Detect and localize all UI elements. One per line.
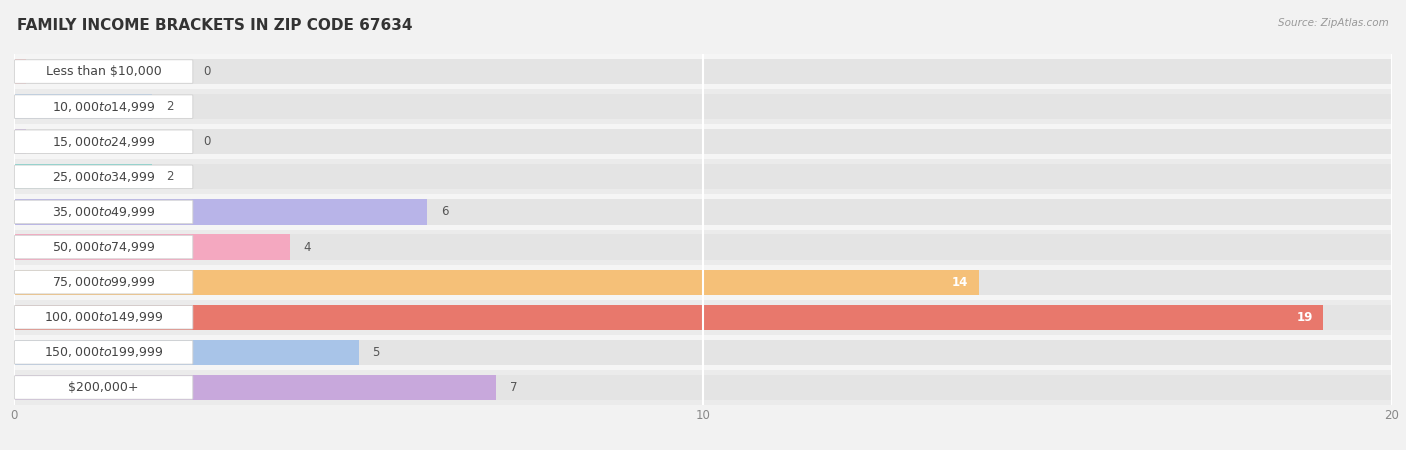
Bar bbox=[14, 270, 1392, 295]
Bar bbox=[14, 234, 1392, 260]
Bar bbox=[14, 265, 1392, 300]
Bar bbox=[14, 370, 1392, 405]
Text: FAMILY INCOME BRACKETS IN ZIP CODE 67634: FAMILY INCOME BRACKETS IN ZIP CODE 67634 bbox=[17, 18, 412, 33]
FancyBboxPatch shape bbox=[14, 306, 193, 329]
Text: 5: 5 bbox=[373, 346, 380, 359]
Bar bbox=[14, 335, 1392, 370]
Bar bbox=[14, 375, 1392, 400]
Text: $75,000 to $99,999: $75,000 to $99,999 bbox=[52, 275, 156, 289]
Bar bbox=[14, 164, 152, 189]
Bar bbox=[14, 129, 27, 154]
Bar bbox=[14, 89, 1392, 124]
FancyBboxPatch shape bbox=[14, 200, 193, 224]
Text: $50,000 to $74,999: $50,000 to $74,999 bbox=[52, 240, 156, 254]
Text: $25,000 to $34,999: $25,000 to $34,999 bbox=[52, 170, 156, 184]
Bar bbox=[14, 159, 1392, 194]
Text: $100,000 to $149,999: $100,000 to $149,999 bbox=[44, 310, 163, 324]
FancyBboxPatch shape bbox=[14, 341, 193, 364]
Bar bbox=[14, 300, 1392, 335]
Bar bbox=[14, 59, 1392, 84]
Bar bbox=[14, 305, 1323, 330]
Text: 6: 6 bbox=[441, 206, 449, 218]
FancyBboxPatch shape bbox=[14, 130, 193, 153]
Text: 14: 14 bbox=[952, 276, 969, 288]
Text: 2: 2 bbox=[166, 171, 173, 183]
FancyBboxPatch shape bbox=[14, 165, 193, 189]
Text: $15,000 to $24,999: $15,000 to $24,999 bbox=[52, 135, 156, 149]
Bar bbox=[14, 230, 1392, 265]
Text: $35,000 to $49,999: $35,000 to $49,999 bbox=[52, 205, 156, 219]
Text: 4: 4 bbox=[304, 241, 311, 253]
FancyBboxPatch shape bbox=[14, 270, 193, 294]
Bar bbox=[14, 54, 1392, 89]
Bar bbox=[14, 340, 1392, 365]
Text: 19: 19 bbox=[1296, 311, 1313, 324]
Bar bbox=[14, 124, 1392, 159]
Bar bbox=[14, 94, 1392, 119]
Text: Less than $10,000: Less than $10,000 bbox=[46, 65, 162, 78]
FancyBboxPatch shape bbox=[14, 376, 193, 399]
FancyBboxPatch shape bbox=[14, 95, 193, 118]
Bar bbox=[14, 270, 979, 295]
Bar bbox=[14, 340, 359, 365]
Bar bbox=[14, 199, 1392, 225]
Bar bbox=[14, 59, 27, 84]
Bar bbox=[14, 164, 1392, 189]
Bar bbox=[14, 94, 152, 119]
Text: Source: ZipAtlas.com: Source: ZipAtlas.com bbox=[1278, 18, 1389, 28]
Bar bbox=[14, 194, 1392, 230]
Text: $200,000+: $200,000+ bbox=[69, 381, 139, 394]
Bar bbox=[14, 129, 1392, 154]
Bar bbox=[14, 234, 290, 260]
FancyBboxPatch shape bbox=[14, 235, 193, 259]
FancyBboxPatch shape bbox=[14, 60, 193, 83]
Bar bbox=[14, 305, 1392, 330]
Text: 2: 2 bbox=[166, 100, 173, 113]
Text: $10,000 to $14,999: $10,000 to $14,999 bbox=[52, 99, 156, 114]
Bar bbox=[14, 199, 427, 225]
Text: $150,000 to $199,999: $150,000 to $199,999 bbox=[44, 345, 163, 360]
Text: 0: 0 bbox=[204, 65, 211, 78]
Text: 0: 0 bbox=[204, 135, 211, 148]
Bar bbox=[14, 375, 496, 400]
Text: 7: 7 bbox=[510, 381, 517, 394]
